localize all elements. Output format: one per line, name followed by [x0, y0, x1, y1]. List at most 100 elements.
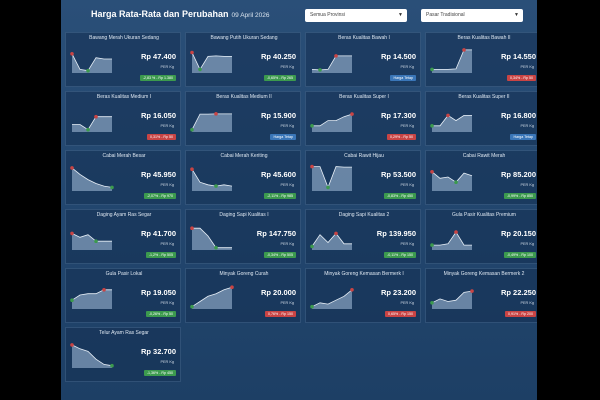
unit-label: PER Kg: [160, 124, 174, 128]
sparkline-min-point: [430, 243, 434, 247]
sparkline-line: [191, 286, 233, 308]
sparkline-area: [312, 233, 352, 250]
unit-label: PER Kg: [160, 242, 174, 246]
sparkline-area: [312, 289, 352, 309]
sparkline-line: [432, 114, 472, 127]
sparkline-max-point: [102, 288, 106, 292]
sparkline-area: [312, 114, 352, 132]
sparkline-line: [431, 290, 473, 304]
sparkline-area: [432, 49, 472, 73]
chevron-down-icon: ▼: [398, 12, 403, 18]
commodity-card[interactable]: Beras Kualitas Super I Rp 17.300 PER Kg 0,2…: [305, 91, 421, 146]
sparkline-area: [192, 52, 232, 73]
commodity-card[interactable]: Cabai Rawit Hijau Rp 53.500 PER Kg -0,83% -…: [305, 150, 421, 205]
commodity-card[interactable]: Daging Ayam Ras Segar Rp 41.700 PER Kg -1,2…: [65, 209, 181, 264]
commodity-name: Beras Kualitas Medium I: [96, 94, 152, 100]
market-select[interactable]: Pasar Tradisional ▼: [421, 9, 523, 22]
change-badge: -1,36% - Rp 450: [143, 370, 176, 376]
unit-label: PER Kg: [400, 301, 414, 305]
sparkline-line: [191, 52, 232, 71]
price-value: Rp 45.600: [260, 170, 296, 179]
sparkline-max-point: [70, 166, 74, 170]
price-value: Rp 23.200: [380, 288, 416, 297]
sparkline-min-point: [214, 245, 218, 250]
sparkline-chart: [310, 288, 354, 309]
sparkline-chart: [70, 288, 112, 309]
commodity-name: Cabai Merah Keriting: [220, 153, 268, 159]
change-badge: -0,65% - Rp 265: [263, 75, 296, 81]
commodity-card[interactable]: Cabai Rawit Merah Rp 85.200 PER Kg -0,99% -…: [425, 150, 537, 205]
commodity-card[interactable]: Beras Kualitas Medium I Rp 16.050 PER Kg 0,…: [65, 91, 181, 146]
commodity-card[interactable]: Beras Kualitas Medium II Rp 15.900 PER Kg H…: [185, 91, 301, 146]
commodity-card[interactable]: Beras Kualitas Super II Rp 16.800 PER Kg Ha…: [425, 91, 537, 146]
unit-label: PER Kg: [400, 124, 414, 128]
unit-label: PER Kg: [520, 124, 534, 128]
sparkline-line: [72, 116, 112, 131]
sparkline-min-point: [310, 304, 314, 309]
sparkline-line: [311, 289, 353, 308]
sparkline-max-point: [470, 289, 474, 293]
commodity-card[interactable]: Bawang Merah Ukuran Sedang Rp 47.400 PER K…: [65, 32, 181, 87]
unit-label: PER Kg: [160, 360, 174, 364]
commodity-name: Bawang Putih Ukuran Sedang: [210, 35, 278, 41]
sparkline-max-point: [350, 288, 354, 292]
change-badge: 0,34% - Rp 50: [507, 75, 536, 81]
sparkline-min-point: [310, 244, 314, 249]
sparkline-max-point: [454, 230, 458, 234]
sparkline-min-point: [110, 185, 114, 190]
commodity-card[interactable]: Minyak Goreng Curah Rp 20.000 PER Kg 0,76% …: [185, 268, 301, 323]
commodity-card[interactable]: Cabai Merah Keriting Rp 45.600 PER Kg -2,11…: [185, 150, 301, 205]
commodity-card[interactable]: Minyak Goreng Kemasan Bermerk 2 Rp 22.250…: [425, 268, 537, 323]
unit-label: PER Kg: [520, 301, 534, 305]
commodity-card[interactable]: Gula Pasir Kualitas Premium Rp 20.150 PER …: [425, 209, 537, 264]
commodity-card[interactable]: Beras Kualitas Bawah II Rp 14.550 PER Kg 0,…: [425, 32, 537, 87]
change-badge: -0,99% - Rp 850: [503, 193, 536, 199]
commodity-card[interactable]: Beras Kualitas Bawah I Rp 14.500 PER Kg Har…: [305, 32, 421, 87]
commodity-card[interactable]: Telur Ayam Ras Segar Rp 32.700 PER Kg -1,36…: [65, 327, 181, 382]
commodity-card[interactable]: Minyak Goreng Kemasan Bermerk I Rp 23.200…: [305, 268, 421, 323]
commodity-card[interactable]: Cabai Merah Besar Rp 45.950 PER Kg -2,07% -…: [65, 150, 181, 205]
sparkline-chart: [310, 164, 352, 191]
sparkline-min-point: [454, 180, 458, 184]
sparkline-chart: [430, 230, 472, 250]
commodity-card[interactable]: Gula Pasir Lokal Rp 19.050 PER Kg -0,26% - …: [65, 268, 181, 323]
commodity-name: Beras Kualitas Bawah II: [457, 35, 511, 41]
commodity-name: Telur Ayam Ras Segar: [99, 330, 149, 336]
province-select[interactable]: Semua Provinsi ▼: [305, 9, 407, 22]
price-value: Rp 85.200: [500, 170, 536, 179]
sparkline-chart: [430, 170, 473, 191]
sparkline-line: [71, 233, 112, 242]
sparkline-chart: [430, 48, 472, 73]
sparkline-chart: [310, 112, 354, 132]
unit-label: PER Kg: [160, 301, 174, 305]
sparkline-line: [311, 232, 352, 247]
sparkline-line: [71, 53, 112, 72]
price-value: Rp 22.250: [500, 288, 536, 297]
sparkline-line: [191, 168, 233, 187]
sparkline-chart: [70, 166, 114, 191]
price-value: Rp 45.950: [140, 170, 176, 179]
change-badge: -2,07% - Rp 970: [143, 193, 176, 199]
sparkline-max-point: [190, 50, 194, 55]
commodity-name: Beras Kualitas Bawah I: [338, 35, 390, 41]
commodity-name: Daging Ayam Ras Segar: [96, 212, 152, 218]
sparkline-max-point: [430, 170, 434, 174]
commodity-name: Minyak Goreng Kemasan Bermerk 2: [443, 271, 525, 277]
unit-label: PER Kg: [160, 183, 174, 187]
sparkline-max-point: [190, 226, 194, 230]
unit-label: PER Kg: [520, 183, 534, 187]
price-value: Rp 19.050: [140, 288, 176, 297]
sparkline-chart: [190, 50, 232, 73]
change-badge: 0,91% - Rp 200: [505, 311, 536, 317]
sparkline-chart: [430, 113, 472, 132]
price-value: Rp 15.900: [260, 111, 296, 120]
change-badge: -1,2% - Rp 505: [145, 252, 176, 258]
commodity-card[interactable]: Daging Sapi Kualitas I Rp 147.750 PER Kg -0…: [185, 209, 301, 264]
sparkline-chart: [190, 112, 232, 132]
price-value: Rp 14.500: [380, 52, 416, 61]
change-badge: -0,49% - Rp 100: [503, 252, 536, 258]
sparkline-area: [72, 116, 112, 132]
commodity-card[interactable]: Daging Sapi Kualitas 2 Rp 139.950 PER Kg -0…: [305, 209, 421, 264]
commodity-card[interactable]: Bawang Putih Ukuran Sedang Rp 40.250 PER K…: [185, 32, 301, 87]
sparkline-min-point: [430, 301, 434, 305]
